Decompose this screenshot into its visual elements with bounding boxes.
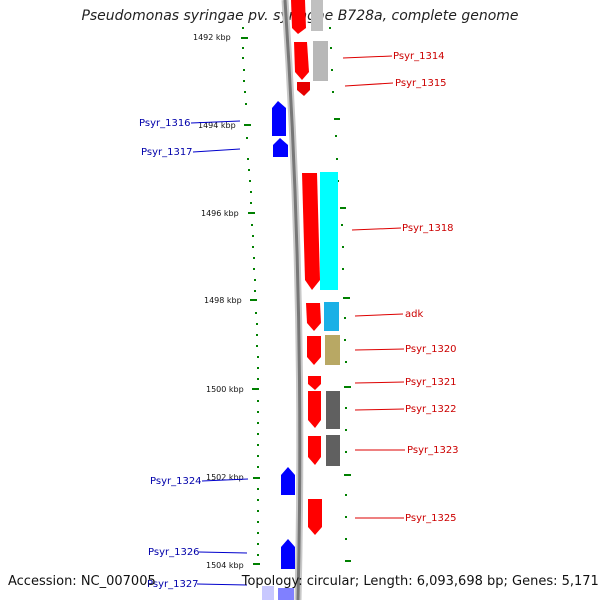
accession-text: Accession: NC_007005 [8, 574, 156, 589]
gene-psyr-1321 [308, 376, 321, 390]
right-gene-labels: Psyr_1314 Psyr_1315 Psyr_1318 adk Psyr_1… [393, 51, 459, 524]
gene-label: Psyr_1323 [407, 445, 459, 456]
gene-psyr-1317 [273, 138, 288, 157]
gene-label: Psyr_1321 [405, 377, 457, 388]
tick-label: 1494 kbp [198, 121, 236, 130]
gene-label: adk [405, 309, 423, 320]
gene-psyr-1325 [308, 499, 322, 535]
gene-label: Psyr_1324 [150, 476, 202, 487]
cds-psyr-1314 [313, 41, 328, 81]
gene-psyr-1322 [308, 391, 321, 428]
gene-label: Psyr_1320 [405, 344, 457, 355]
left-leader-lines [190, 120, 249, 586]
gene-label: Psyr_1316 [139, 118, 191, 129]
cds-psyr-1320 [325, 335, 340, 365]
gene-bottom-partial [278, 588, 294, 600]
gene-label: Psyr_1317 [141, 147, 193, 158]
tick-mark [241, 37, 248, 39]
gene-label: Psyr_1326 [148, 547, 200, 558]
tick-label: 1504 kbp [206, 561, 244, 570]
backbone-line [283, 0, 302, 600]
tick-mark [250, 299, 257, 301]
tick-label: 1498 kbp [204, 296, 242, 305]
tick-mark [252, 388, 259, 390]
gene-label: Psyr_1325 [405, 513, 457, 524]
gene-psyr-1314 [294, 42, 309, 80]
gene-psyr-1318 [302, 173, 320, 290]
gene-psyr-1316 [272, 101, 286, 136]
tick-mark [253, 477, 260, 479]
cds-psyr-1322 [326, 391, 340, 429]
left-scale-dots [242, 27, 259, 556]
tick-mark [253, 563, 260, 565]
tick-label: 1492 kbp [193, 33, 231, 42]
tick-mark [244, 124, 251, 126]
cds-psyr-1318 [320, 172, 338, 290]
gene-label: Psyr_1318 [402, 223, 454, 234]
gene-psyr-1324 [281, 467, 295, 495]
scale-ticks: 1492 kbp 1494 kbp 1496 kbp 1498 kbp 1500… [193, 33, 260, 570]
gene-forward-top [291, 0, 306, 34]
gene-label: Psyr_1314 [393, 51, 445, 62]
gene-adk [306, 303, 321, 331]
gene-psyr-1326 [281, 539, 295, 569]
cds-psyr-1323 [326, 435, 340, 466]
gene-label: Psyr_1315 [395, 78, 447, 89]
left-gene-labels: Psyr_1316 Psyr_1317 Psyr_1324 Psyr_1326 … [139, 118, 202, 590]
gene-psyr-1320 [307, 336, 321, 365]
tick-label: 1500 kbp [206, 385, 244, 394]
gene-psyr-1323 [308, 436, 321, 465]
cds-top-gray [311, 0, 323, 31]
tick-mark [248, 212, 255, 214]
map-footer: Accession: NC_007005 Topology: circular; … [8, 574, 599, 589]
right-leader-lines [342, 55, 405, 519]
gene-psyr-1315 [297, 82, 310, 96]
cds-adk [324, 302, 339, 331]
tick-label: 1496 kbp [201, 209, 239, 218]
tick-label: 1502 kbp [206, 473, 244, 482]
gene-psyr-1327-partial [262, 586, 274, 600]
topology-text: Topology: circular; Length: 6,093,698 bp… [241, 574, 599, 589]
right-scale-dots [329, 27, 351, 562]
gene-label: Psyr_1327 [147, 579, 199, 590]
gene-label: Psyr_1322 [405, 404, 457, 415]
